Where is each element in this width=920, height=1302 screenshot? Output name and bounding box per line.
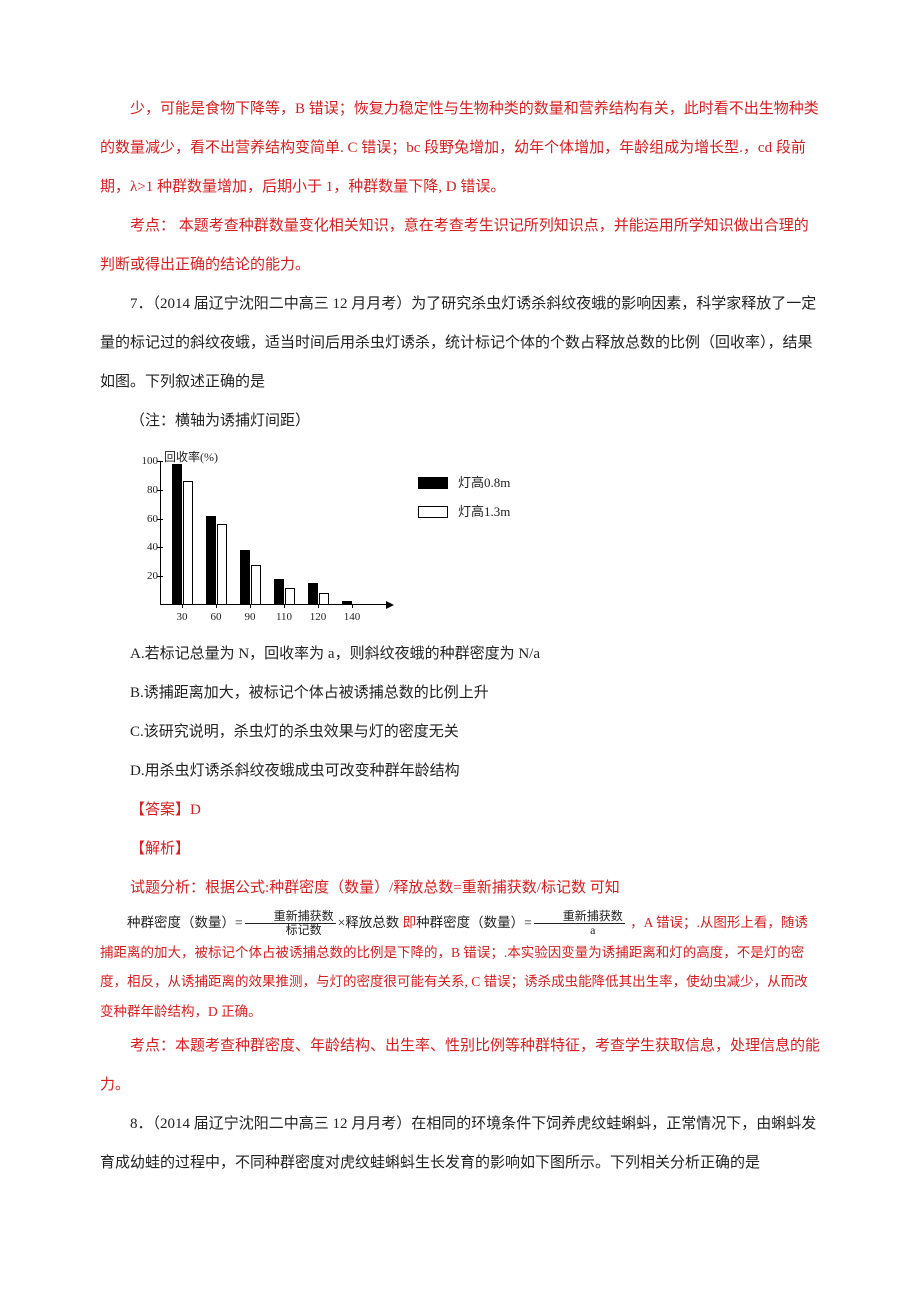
q7-formula-line: 种群密度（数量）=重新捕获数标记数×释放总数 即种群密度（数量）=重新捕获数a …: [100, 908, 820, 1027]
q7-note: （注：横轴为诱捕灯间距）: [100, 402, 820, 441]
q7-option-d: D.用杀虫灯诱杀斜纹夜蛾成虫可改变种群年龄结构: [100, 752, 820, 791]
formula-joiner: 即: [403, 915, 417, 930]
q7-jiexi-p1: 试题分析：根据公式:种群密度（数量）/释放总数=重新捕获数/标记数 可知: [100, 869, 820, 908]
bar-solid: [172, 464, 182, 605]
chart-y-axis: [160, 461, 161, 605]
legend-row-solid: 灯高0.8m: [418, 471, 510, 494]
bar-solid: [240, 550, 250, 605]
prev-kaodian: 考点： 本题考查种群数量变化相关知识，意在考查考生识记所列知识点，并能运用所学知…: [100, 207, 820, 285]
frac2-den: a: [561, 924, 597, 937]
x-tick-label: 90: [245, 612, 256, 623]
formula-lhs: 种群密度（数量）=: [127, 915, 243, 930]
bar-group: [240, 550, 261, 605]
q7-option-a: A.若标记总量为 N，回收率为 a，则斜纹夜蛾的种群密度为 N/a: [100, 635, 820, 674]
chart-y-label: 回收率(%): [164, 451, 218, 463]
bar-group: [206, 516, 227, 605]
frac2-num: 重新捕获数: [534, 910, 625, 924]
x-tick: [284, 604, 285, 608]
legend-swatch-open: [418, 506, 448, 518]
x-tick: [182, 604, 183, 608]
x-tick-label: 110: [276, 612, 292, 623]
x-tick: [216, 604, 217, 608]
x-tick-label: 120: [310, 612, 327, 623]
x-tick: [318, 604, 319, 608]
y-tick-label: 60: [134, 514, 158, 525]
q7-option-c: C.该研究说明，杀虫灯的杀虫效果与灯的密度无关: [100, 713, 820, 752]
bar-group: [172, 464, 193, 605]
bar-group: [308, 583, 329, 605]
y-tick-label: 100: [134, 456, 158, 467]
bar-solid: [342, 601, 352, 605]
frac1-den: 标记数: [257, 924, 324, 937]
q7-bar-chart: 回收率(%) 20 40 60 80 100 30 60 90 110 120 140: [130, 453, 390, 623]
formula-frac1: 重新捕获数标记数: [245, 910, 336, 937]
x-tick: [352, 604, 353, 608]
legend-swatch-solid: [418, 477, 448, 489]
legend-label-open: 灯高1.3m: [458, 500, 510, 523]
bar-open: [319, 593, 329, 605]
bar-open: [285, 588, 295, 605]
bar-solid: [308, 583, 318, 605]
formula-rhs: 种群密度（数量）=: [416, 915, 532, 930]
x-tick-label: 60: [211, 612, 222, 623]
q7-jiexi-label: 【解析】: [100, 830, 820, 869]
y-tick-label: 40: [134, 542, 158, 553]
x-tick: [250, 604, 251, 608]
y-tick-label: 20: [134, 571, 158, 582]
y-tick-label: 80: [134, 485, 158, 496]
legend-row-open: 灯高1.3m: [418, 500, 510, 523]
q7-kaodian: 考点：本题考查种群密度、年龄结构、出生率、性别比例等种群特征，考查学生获取信息，…: [100, 1027, 820, 1105]
bar-group: [274, 579, 295, 605]
q7-chart-container: 回收率(%) 20 40 60 80 100 30 60 90 110 120 140 灯高0.8m…: [130, 453, 820, 623]
q7-stem: 7．（2014 届辽宁沈阳二中高三 12 月月考）为了研究杀虫灯诱杀斜纹夜蛾的影…: [100, 285, 820, 402]
q8-stem: 8．（2014 届辽宁沈阳二中高三 12 月月考）在相同的环境条件下饲养虎纹蛙蝌…: [100, 1105, 820, 1183]
q7-options: A.若标记总量为 N，回收率为 a，则斜纹夜蛾的种群密度为 N/a B.诱捕距离…: [100, 635, 820, 791]
bar-solid: [206, 516, 216, 605]
x-tick-label: 30: [177, 612, 188, 623]
chart-legend: 灯高0.8m 灯高1.3m: [418, 471, 510, 530]
q7-answer-label: 【答案】D: [100, 791, 820, 830]
formula-tail: ，A 错误；.从图形上看，随诱捕距离的加大，被标记个体占被诱捕总数的比例是下降的…: [100, 915, 808, 1019]
bar-open: [183, 481, 193, 605]
legend-label-solid: 灯高0.8m: [458, 471, 510, 494]
prev-explanation-continued: 少，可能是食物下降等，B 错误；恢复力稳定性与生物种类的数量和营养结构有关，此时…: [100, 90, 820, 207]
formula-frac2: 重新捕获数a: [534, 910, 625, 937]
formula-mid: ×释放总数: [338, 915, 400, 930]
chart-x-arrow: [386, 601, 394, 609]
q7-option-b: B.诱捕距离加大，被标记个体占被诱捕总数的比例上升: [100, 674, 820, 713]
bar-solid: [274, 579, 284, 605]
bar-open: [251, 565, 261, 605]
bar-open: [217, 524, 227, 605]
x-tick-label: 140: [344, 612, 361, 623]
